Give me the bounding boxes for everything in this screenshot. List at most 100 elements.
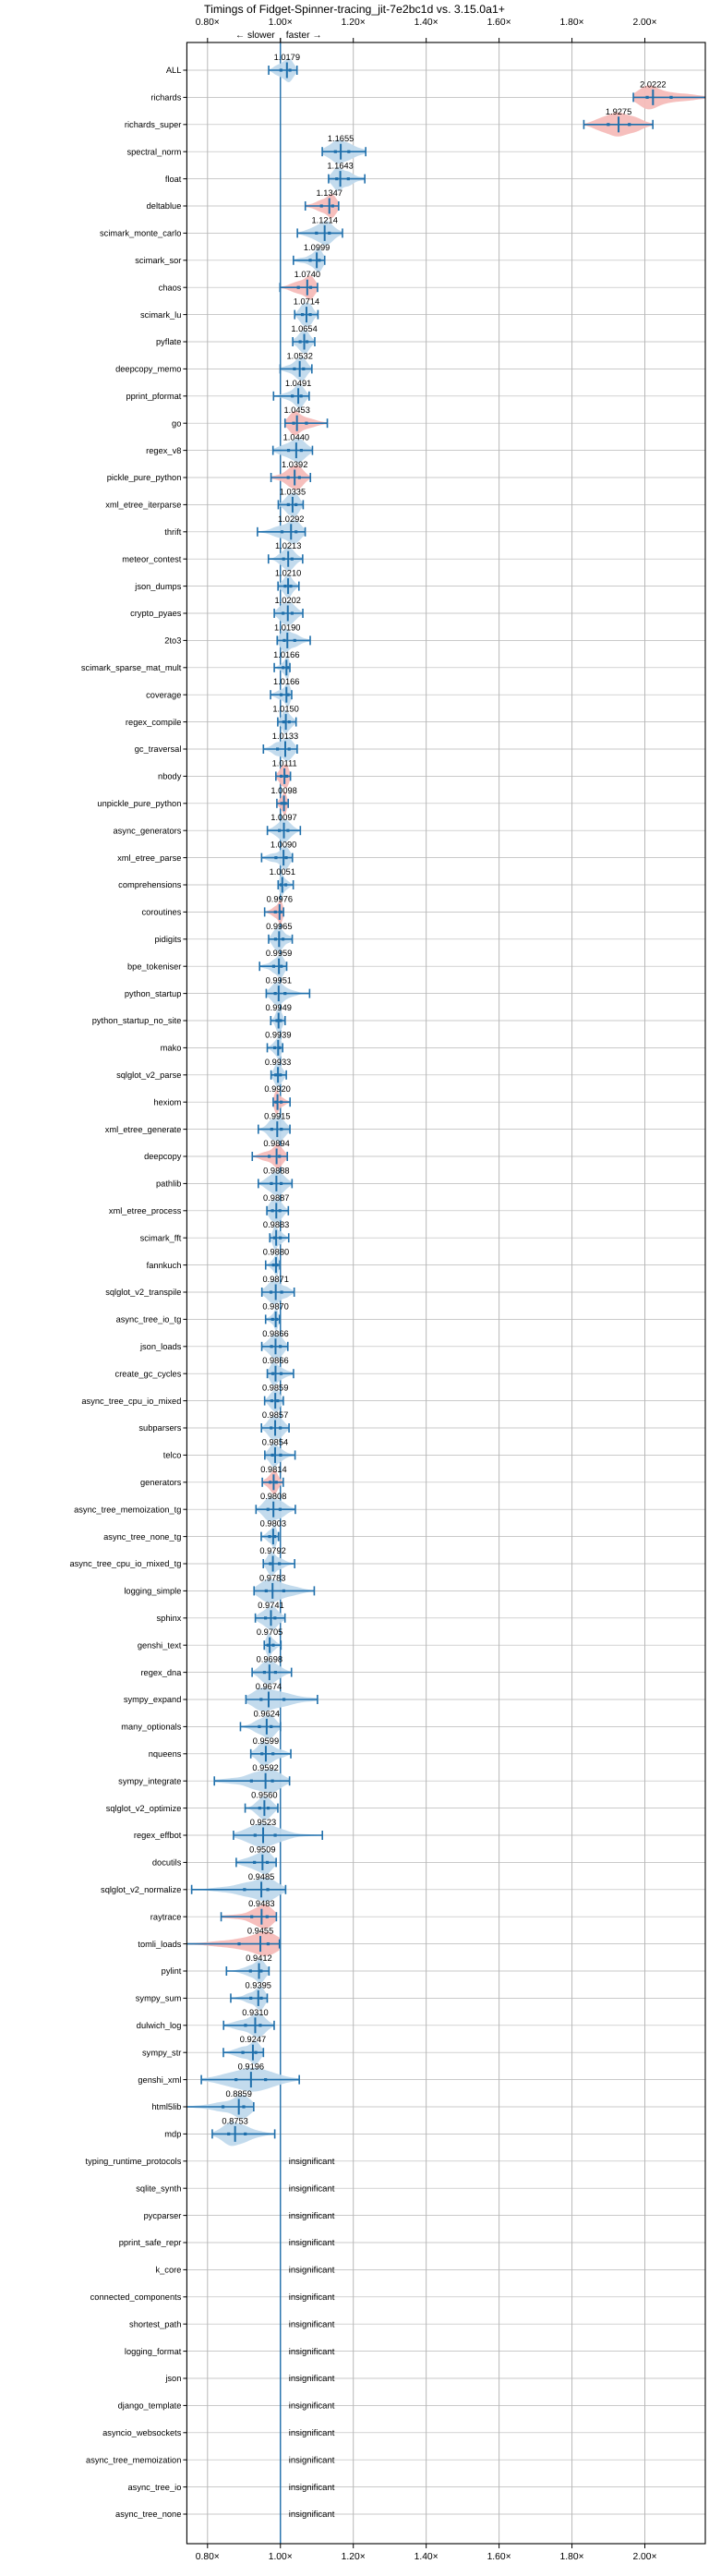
svg-text:async_tree_io: async_tree_io: [128, 2483, 182, 2492]
svg-text:1.0190: 1.0190: [274, 623, 300, 632]
svg-text:float: float: [165, 175, 182, 184]
svg-text:pidigits: pidigits: [154, 935, 181, 944]
svg-text:1.40×: 1.40×: [415, 18, 439, 28]
svg-text:1.0999: 1.0999: [304, 243, 330, 252]
svg-text:0.9455: 0.9455: [247, 1927, 273, 1936]
svg-text:pycparser: pycparser: [144, 2211, 182, 2220]
svg-text:pprint_safe_repr: pprint_safe_repr: [119, 2238, 182, 2247]
svg-text:mdp: mdp: [164, 2130, 181, 2139]
svg-text:k_core: k_core: [155, 2266, 181, 2275]
svg-text:0.9592: 0.9592: [252, 1763, 278, 1772]
svg-text:0.9792: 0.9792: [259, 1546, 285, 1555]
svg-text:async_tree_none: async_tree_none: [115, 2509, 181, 2519]
svg-text:asyncio_websockets: asyncio_websockets: [102, 2428, 182, 2437]
svg-text:0.9887: 0.9887: [263, 1193, 289, 1203]
svg-text:pylint: pylint: [162, 1966, 182, 1976]
svg-text:django_template: django_template: [118, 2401, 182, 2411]
svg-text:0.9870: 0.9870: [262, 1301, 288, 1311]
svg-text:deltablue: deltablue: [147, 201, 182, 211]
svg-text:1.0213: 1.0213: [275, 541, 301, 550]
svg-text:0.80×: 0.80×: [196, 2552, 220, 2562]
svg-text:bpe_tokeniser: bpe_tokeniser: [127, 961, 181, 971]
svg-text:0.9920: 0.9920: [264, 1084, 290, 1094]
svg-text:create_gc_cycles: create_gc_cycles: [115, 1369, 182, 1378]
svg-text:sqlglot_v2_transpile: sqlglot_v2_transpile: [105, 1288, 181, 1297]
svg-text:sympy_integrate: sympy_integrate: [118, 1776, 181, 1785]
svg-text:1.60×: 1.60×: [487, 18, 511, 28]
svg-text:1.0097: 1.0097: [270, 813, 296, 822]
svg-text:1.80×: 1.80×: [560, 2552, 584, 2562]
svg-text:0.9871: 0.9871: [262, 1275, 288, 1284]
svg-text:1.20×: 1.20×: [342, 2552, 366, 2562]
svg-text:sqlite_synth: sqlite_synth: [136, 2183, 181, 2193]
svg-text:1.0210: 1.0210: [275, 569, 301, 578]
svg-text:fannkuch: fannkuch: [147, 1261, 182, 1270]
svg-text:hexiom: hexiom: [153, 1097, 181, 1107]
svg-text:1.1643: 1.1643: [327, 162, 353, 171]
svg-text:insignificant: insignificant: [289, 2483, 335, 2493]
svg-text:gc_traversal: gc_traversal: [135, 744, 182, 754]
svg-text:1.0654: 1.0654: [291, 324, 317, 333]
svg-text:crypto_pyaes: crypto_pyaes: [130, 609, 182, 618]
svg-text:1.0740: 1.0740: [294, 270, 320, 279]
svg-text:0.9599: 0.9599: [253, 1736, 279, 1746]
svg-text:0.9705: 0.9705: [257, 1627, 282, 1637]
svg-text:0.9485: 0.9485: [248, 1872, 274, 1881]
svg-text:1.0714: 1.0714: [294, 297, 319, 307]
svg-text:regex_effbot: regex_effbot: [134, 1831, 182, 1840]
svg-text:scimark_monte_carlo: scimark_monte_carlo: [100, 229, 181, 238]
svg-text:generators: generators: [140, 1478, 182, 1487]
svg-text:0.9509: 0.9509: [249, 1844, 275, 1854]
svg-text:xml_etree_generate: xml_etree_generate: [105, 1125, 182, 1134]
svg-text:1.0335: 1.0335: [280, 487, 306, 496]
svg-text:0.9483: 0.9483: [248, 1899, 274, 1908]
svg-text:0.9965: 0.9965: [266, 922, 292, 931]
svg-text:sqlglot_v2_parse: sqlglot_v2_parse: [116, 1070, 181, 1080]
svg-text:many_optionals: many_optionals: [121, 1723, 181, 1732]
svg-text:1.20×: 1.20×: [342, 18, 366, 28]
svg-text:1.0166: 1.0166: [273, 677, 299, 686]
svg-text:0.9866: 0.9866: [262, 1329, 288, 1338]
svg-text:async_tree_io_tg: async_tree_io_tg: [116, 1315, 182, 1324]
svg-text:1.0532: 1.0532: [286, 351, 312, 360]
svg-text:0.9888: 0.9888: [263, 1166, 289, 1175]
svg-text:0.9854: 0.9854: [262, 1437, 288, 1446]
svg-text:mako: mako: [161, 1044, 182, 1053]
svg-text:0.9523: 0.9523: [250, 1818, 276, 1827]
svg-text:0.9803: 0.9803: [260, 1519, 286, 1529]
svg-text:pyflate: pyflate: [156, 337, 181, 346]
svg-text:0.9976: 0.9976: [267, 894, 293, 903]
svg-text:insignificant: insignificant: [289, 2292, 335, 2303]
svg-text:insignificant: insignificant: [289, 2211, 335, 2221]
svg-text:0.9412: 0.9412: [246, 1953, 271, 1963]
svg-text:2.00×: 2.00×: [632, 2552, 656, 2562]
svg-text:0.9859: 0.9859: [262, 1384, 288, 1393]
svg-text:json_dumps: json_dumps: [134, 582, 181, 591]
svg-text:pickle_pure_python: pickle_pure_python: [107, 473, 182, 482]
svg-text:typing_runtime_protocols: typing_runtime_protocols: [86, 2157, 182, 2166]
svg-text:deepcopy_memo: deepcopy_memo: [115, 365, 181, 374]
svg-text:insignificant: insignificant: [289, 2374, 335, 2384]
svg-text:comprehensions: comprehensions: [118, 880, 182, 889]
svg-text:0.9933: 0.9933: [265, 1058, 291, 1067]
svg-text:sympy_expand: sympy_expand: [124, 1695, 182, 1704]
svg-text:1.0150: 1.0150: [272, 705, 298, 714]
svg-text:connected_components: connected_components: [90, 2292, 182, 2302]
svg-text:1.40×: 1.40×: [415, 2552, 439, 2562]
svg-text:dulwich_log: dulwich_log: [137, 2021, 182, 2030]
svg-text:coverage: coverage: [146, 690, 181, 699]
svg-text:async_tree_none_tg: async_tree_none_tg: [103, 1532, 181, 1542]
svg-text:1.0292: 1.0292: [278, 514, 304, 524]
svg-text:sqlglot_v2_normalize: sqlglot_v2_normalize: [101, 1885, 181, 1894]
svg-text:insignificant: insignificant: [289, 2509, 335, 2520]
svg-text:0.9959: 0.9959: [266, 949, 292, 958]
svg-text:0.80×: 0.80×: [196, 18, 220, 28]
svg-text:1.9275: 1.9275: [606, 107, 631, 116]
svg-text:async_tree_cpu_io_mixed: async_tree_cpu_io_mixed: [81, 1397, 181, 1406]
svg-text:regex_v8: regex_v8: [146, 446, 181, 455]
svg-text:logging_format: logging_format: [125, 2347, 182, 2356]
svg-text:ALL: ALL: [166, 66, 182, 75]
svg-text:tomli_loads: tomli_loads: [138, 1940, 181, 1949]
svg-text:0.9783: 0.9783: [259, 1573, 285, 1582]
svg-text:scimark_lu: scimark_lu: [140, 310, 181, 320]
